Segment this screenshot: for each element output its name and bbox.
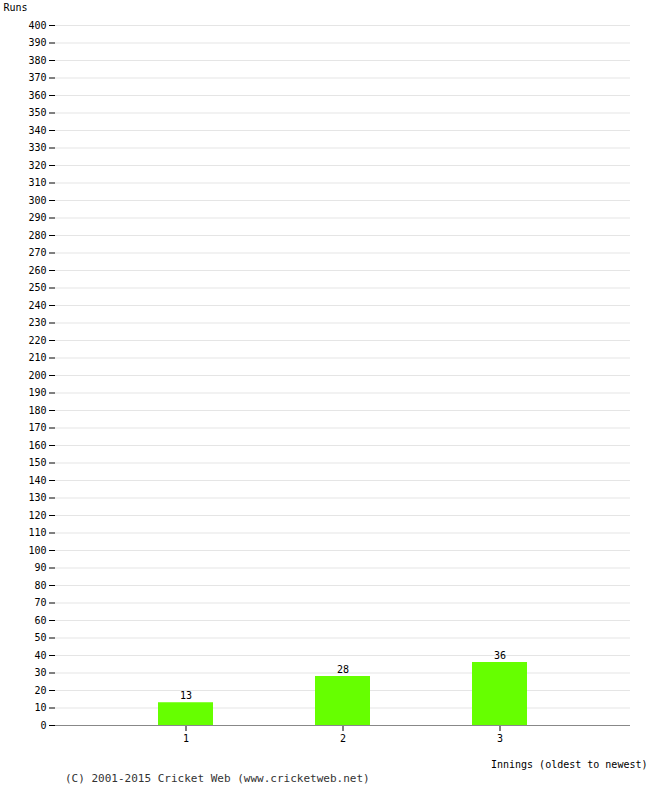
svg-text:110: 110: [28, 527, 46, 538]
svg-text:90: 90: [34, 562, 46, 573]
svg-text:290: 290: [28, 212, 46, 223]
svg-text:320: 320: [28, 160, 46, 171]
svg-text:210: 210: [28, 352, 46, 363]
svg-text:350: 350: [28, 107, 46, 118]
svg-text:270: 270: [28, 247, 46, 258]
svg-text:36: 36: [494, 650, 506, 661]
html-text:(C) 2001-2015 Cricket Web (www: (C) 2001-2015 Cricket Web (www.cricketwe…: [65, 772, 370, 785]
svg-text:Innings (oldest to newest): Innings (oldest to newest): [491, 759, 648, 770]
svg-text:80: 80: [34, 580, 46, 591]
svg-text:250: 250: [28, 282, 46, 293]
svg-text:0: 0: [40, 720, 46, 731]
svg-text:1: 1: [183, 733, 189, 744]
svg-text:220: 220: [28, 335, 46, 346]
svg-text:330: 330: [28, 142, 46, 153]
svg-text:340: 340: [28, 125, 46, 136]
svg-text:170: 170: [28, 422, 46, 433]
svg-text:300: 300: [28, 195, 46, 206]
svg-text:50: 50: [34, 632, 46, 643]
svg-text:390: 390: [28, 37, 46, 48]
svg-text:2: 2: [340, 733, 346, 744]
svg-text:40: 40: [34, 650, 46, 661]
svg-text:20: 20: [34, 685, 46, 696]
svg-text:120: 120: [28, 510, 46, 521]
svg-text:400: 400: [28, 20, 46, 31]
svg-text:240: 240: [28, 300, 46, 311]
svg-text:190: 190: [28, 387, 46, 398]
svg-text:28: 28: [337, 664, 349, 675]
svg-text:160: 160: [28, 440, 46, 451]
svg-text:260: 260: [28, 265, 46, 276]
svg-text:280: 280: [28, 230, 46, 241]
svg-text:370: 370: [28, 72, 46, 83]
svg-text:150: 150: [28, 457, 46, 468]
svg-text:200: 200: [28, 370, 46, 381]
svg-text:130: 130: [28, 492, 46, 503]
svg-text:180: 180: [28, 405, 46, 416]
svg-text:10: 10: [34, 702, 46, 713]
svg-text:310: 310: [28, 177, 46, 188]
svg-text:Runs: Runs: [4, 2, 28, 13]
svg-text:13: 13: [180, 690, 192, 701]
svg-text:60: 60: [34, 615, 46, 626]
svg-text:140: 140: [28, 475, 46, 486]
svg-text:230: 230: [28, 317, 46, 328]
svg-text:30: 30: [34, 667, 46, 678]
svg-text:70: 70: [34, 597, 46, 608]
svg-text:360: 360: [28, 90, 46, 101]
svg-text:3: 3: [497, 733, 503, 744]
svg-text:100: 100: [28, 545, 46, 556]
svg-text:380: 380: [28, 55, 46, 66]
